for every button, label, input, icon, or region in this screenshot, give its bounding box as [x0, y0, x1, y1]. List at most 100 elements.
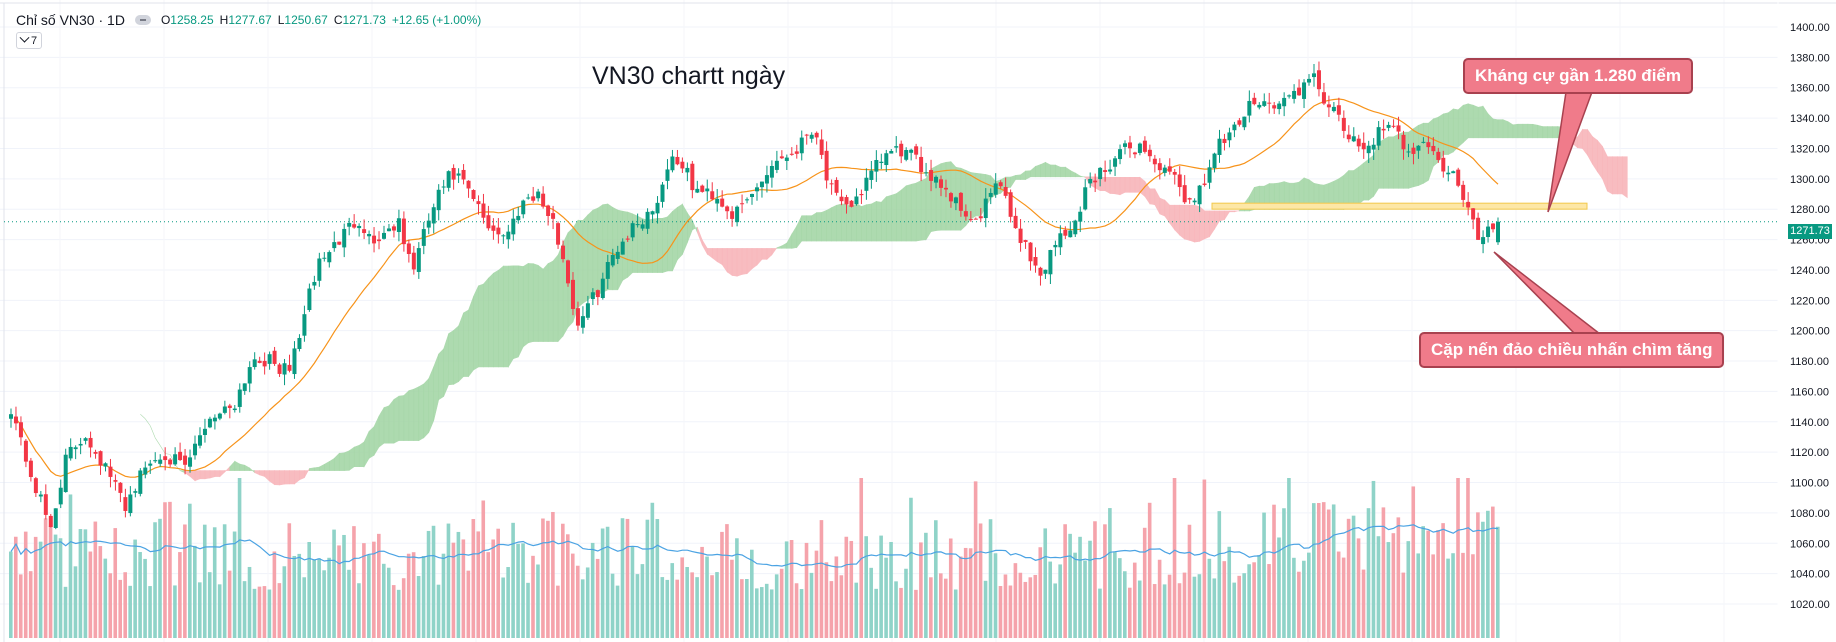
candle — [1093, 173, 1098, 193]
candle — [1008, 189, 1013, 223]
candle-body — [1316, 70, 1321, 90]
cloud-segment — [1537, 124, 1544, 139]
candle — [1277, 101, 1282, 115]
candle — [904, 147, 909, 162]
cloud-segment — [1030, 165, 1036, 178]
cloud-segment — [1060, 166, 1066, 178]
candle-body — [938, 179, 943, 188]
cloud-segment — [140, 413, 146, 420]
volume-bar — [148, 586, 152, 638]
volume-bar — [983, 580, 988, 638]
candle-body — [1098, 167, 1103, 180]
candle-body — [287, 364, 292, 371]
cloud-segment — [348, 446, 355, 471]
candle-body — [23, 440, 28, 462]
candle-body — [585, 303, 590, 318]
volume-bar — [1421, 526, 1426, 638]
candle-body — [1341, 117, 1346, 131]
price-tick-label: 1040.00 — [1790, 569, 1830, 581]
cloud-segment — [1214, 210, 1220, 231]
ichimoku-cloud — [140, 103, 1628, 486]
candle-body — [675, 156, 680, 165]
symbol-label[interactable]: Chỉ số VN30 · 1D — [16, 12, 125, 28]
candle-body — [1336, 105, 1341, 115]
candle-body — [680, 161, 685, 169]
volume-bar — [1113, 551, 1117, 638]
candle — [1202, 173, 1207, 187]
candle-body — [411, 252, 416, 270]
indicator-collapse-button[interactable]: 7 — [16, 32, 43, 49]
candle — [1351, 127, 1356, 143]
candle-body — [197, 435, 202, 446]
cloud-segment — [1507, 121, 1514, 139]
candle — [83, 437, 88, 445]
cloud-segment — [856, 203, 862, 242]
volume-bar — [337, 545, 341, 638]
candle-body — [222, 406, 227, 413]
candle — [660, 182, 665, 208]
volume-bar — [1083, 560, 1087, 638]
volume-bar — [1481, 521, 1485, 638]
cloud-segment — [741, 248, 748, 275]
volume-bar — [1147, 502, 1152, 638]
candle-body — [1177, 174, 1182, 188]
candle — [615, 245, 620, 265]
volume-bar — [1142, 527, 1147, 638]
candle-body — [958, 192, 963, 211]
volume-bar — [163, 502, 167, 638]
candle-body — [521, 200, 526, 215]
candle — [1262, 93, 1267, 107]
cloud-segment — [1154, 188, 1161, 215]
candle — [909, 148, 914, 161]
volume-bar — [342, 534, 346, 638]
candle-body — [899, 143, 904, 157]
cloud-segment — [592, 207, 599, 296]
candle — [1212, 152, 1217, 173]
candle-body — [1267, 102, 1272, 104]
cloud-segment — [493, 269, 499, 368]
candle — [43, 484, 48, 520]
volume-bar — [317, 558, 321, 638]
candle — [595, 289, 600, 306]
candle-body — [1351, 136, 1356, 142]
volume-bar — [889, 541, 893, 638]
candle-body — [1436, 151, 1441, 160]
volume-bar — [327, 557, 331, 638]
volume-bar — [1401, 572, 1406, 638]
cloud-segment — [1542, 126, 1549, 139]
cloud-segment — [433, 353, 439, 421]
candle-body — [1297, 87, 1302, 96]
candle — [267, 351, 272, 370]
cloud-segment — [1413, 124, 1419, 188]
candle — [207, 416, 212, 429]
candle-body — [1441, 157, 1446, 172]
candle-body — [874, 160, 879, 172]
cloud-segment — [940, 161, 947, 231]
cloud-segment — [418, 383, 425, 442]
volume-bar — [943, 578, 948, 638]
volume-bar — [620, 518, 625, 638]
candle-body — [466, 180, 471, 189]
candle — [561, 240, 566, 263]
candle-body — [919, 156, 924, 173]
resistance-callout[interactable]: Kháng cự gần 1.280 điểm — [1463, 58, 1693, 94]
candle-body — [1207, 167, 1212, 183]
volume-bar — [1073, 552, 1077, 638]
cloud-segment — [895, 189, 902, 242]
candle-body — [904, 150, 909, 160]
cloud-segment — [1388, 136, 1394, 189]
cloud-segment — [1492, 118, 1499, 139]
candle — [566, 259, 571, 287]
candle — [854, 188, 859, 206]
cloud-segment — [438, 348, 444, 401]
reversal-callout[interactable]: Cặp nến đảo chiều nhấn chìm tăng — [1419, 332, 1725, 368]
candle-body — [193, 443, 198, 456]
candle — [879, 153, 884, 170]
volume-bar — [1451, 553, 1455, 638]
candle-body — [282, 363, 287, 375]
candle — [924, 162, 929, 177]
price-tick-label: 1200.00 — [1790, 326, 1830, 338]
candle-body — [1103, 170, 1108, 172]
candle-body — [491, 225, 496, 231]
